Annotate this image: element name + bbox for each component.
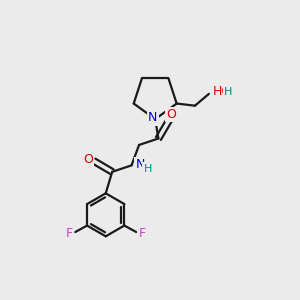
Text: N: N [135, 158, 145, 171]
Text: F: F [138, 227, 146, 240]
Text: N: N [148, 111, 157, 124]
Text: H: H [143, 164, 152, 173]
Text: HO: HO [213, 85, 232, 98]
Text: O: O [166, 108, 176, 121]
Text: F: F [66, 227, 73, 240]
Text: H: H [224, 87, 232, 97]
Text: ·: · [221, 85, 226, 100]
Text: O: O [83, 153, 93, 166]
